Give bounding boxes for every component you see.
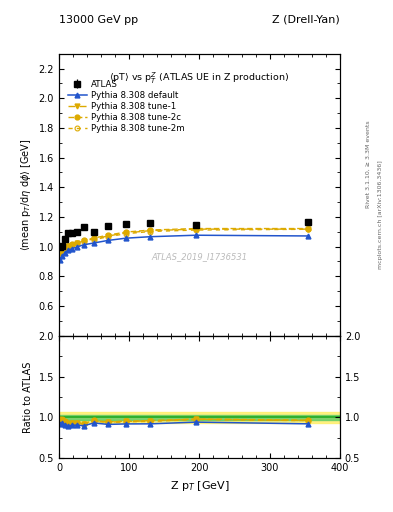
Text: Z (Drell-Yan): Z (Drell-Yan)	[272, 14, 340, 25]
Y-axis label: Ratio to ATLAS: Ratio to ATLAS	[23, 361, 33, 433]
Text: $\langle$pT$\rangle$ vs p$_T^Z$ (ATLAS UE in Z production): $\langle$pT$\rangle$ vs p$_T^Z$ (ATLAS U…	[110, 71, 289, 86]
Bar	[59, 412, 340, 423]
Text: 13000 GeV pp: 13000 GeV pp	[59, 14, 138, 25]
Y-axis label: $\langle$mean p$_T$/d$\eta$ d$\phi\rangle$ [GeV]: $\langle$mean p$_T$/d$\eta$ d$\phi\rangl…	[19, 138, 33, 251]
X-axis label: Z p$_T$ [GeV]: Z p$_T$ [GeV]	[169, 479, 230, 493]
Text: Rivet 3.1.10, ≥ 3.3M events: Rivet 3.1.10, ≥ 3.3M events	[366, 120, 371, 208]
Text: mcplots.cern.ch [arXiv:1306.3436]: mcplots.cern.ch [arXiv:1306.3436]	[378, 161, 383, 269]
Text: ATLAS_2019_I1736531: ATLAS_2019_I1736531	[151, 252, 248, 261]
Bar	[59, 415, 340, 420]
Legend: ATLAS, Pythia 8.308 default, Pythia 8.308 tune-1, Pythia 8.308 tune-2c, Pythia 8: ATLAS, Pythia 8.308 default, Pythia 8.30…	[66, 78, 186, 135]
